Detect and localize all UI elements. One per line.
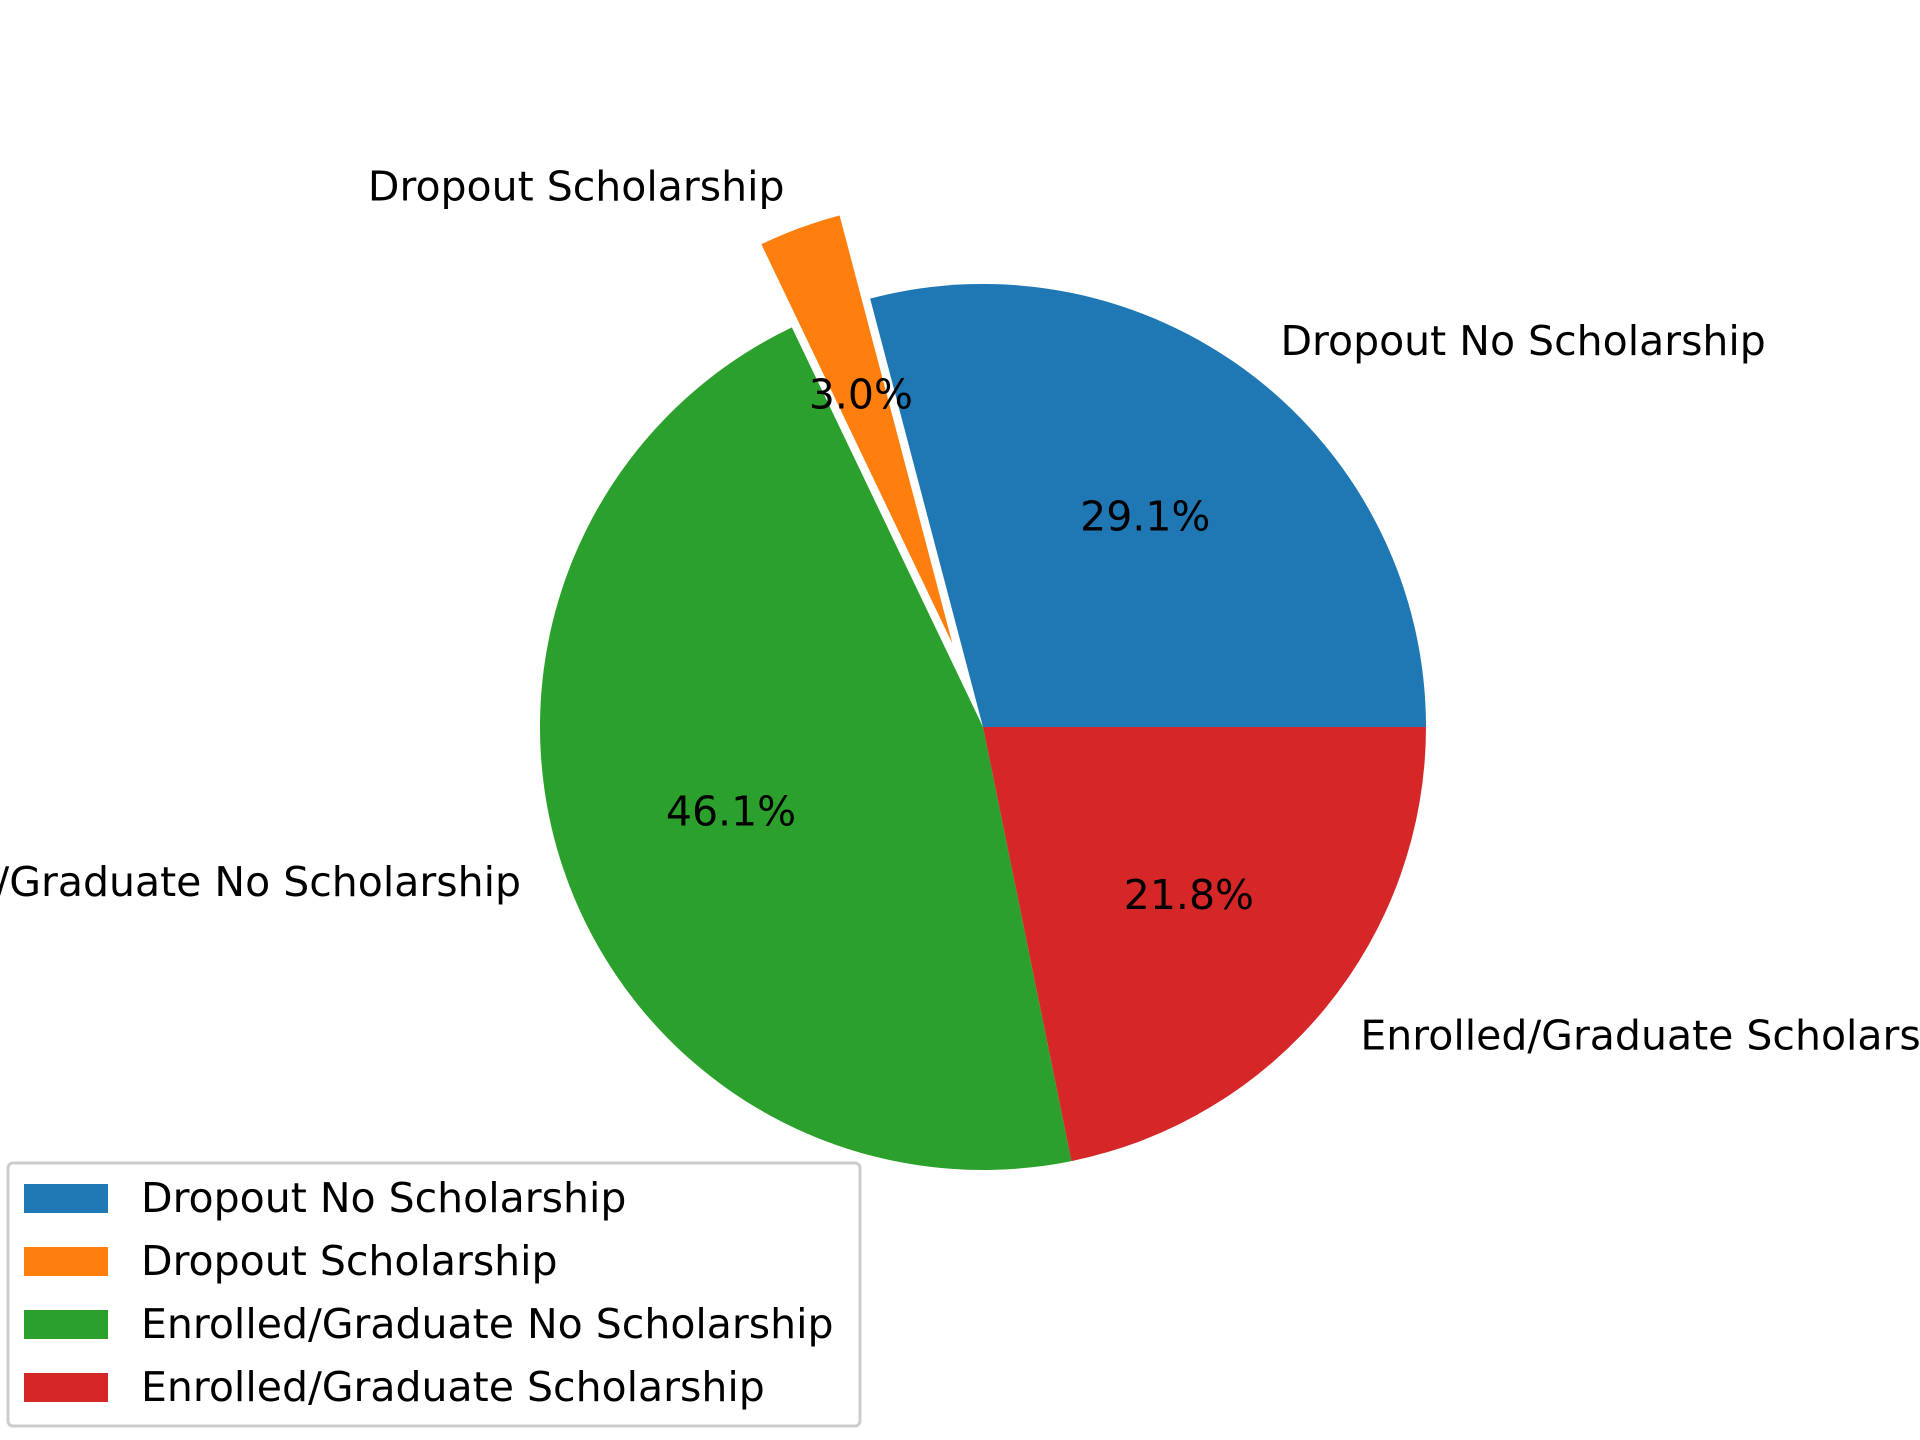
legend-label-dropout-no-scholarship: Dropout No Scholarship [141, 1174, 626, 1222]
pie-slice-enrolled-graduate-scholarship [983, 727, 1426, 1162]
pie-slice-enrolled-graduate-no-scholarship [539, 327, 1072, 1171]
legend-swatch-enrolled-graduate-no-scholarship [24, 1310, 108, 1339]
legend-swatch-dropout-scholarship [24, 1247, 108, 1276]
percent-label-enrolled-graduate-scholarship: 21.8% [1124, 871, 1254, 919]
percent-labels: 29.1% 3.0% 46.1% 21.8% [666, 370, 1254, 919]
pie-slice-dropout-no-scholarship [870, 284, 1426, 727]
slice-label-dropout-no-scholarship: Dropout No Scholarship [1280, 317, 1765, 365]
slice-label-enrolled-graduate-scholarship: Enrolled/Graduate Scholarship [1360, 1011, 1920, 1059]
legend-label-enrolled-graduate-scholarship: Enrolled/Graduate Scholarship [141, 1363, 765, 1411]
legend-label-enrolled-graduate-no-scholarship: Enrolled/Graduate No Scholarship [141, 1300, 834, 1348]
slice-labels: Dropout No Scholarship Dropout Scholarshi… [0, 162, 1920, 1059]
pie-slice-dropout-scholarship [761, 215, 953, 644]
pie-slices [539, 215, 1426, 1171]
legend: Dropout No Scholarship Dropout Scholarshi… [6, 1161, 862, 1428]
percent-label-dropout-no-scholarship: 29.1% [1080, 492, 1210, 540]
percent-label-dropout-scholarship: 3.0% [809, 370, 913, 418]
percent-label-enrolled-graduate-no-scholarship: 46.1% [666, 788, 796, 836]
legend-entries: Dropout No Scholarship Dropout Scholarshi… [24, 1174, 834, 1411]
legend-swatch-dropout-no-scholarship [24, 1184, 108, 1213]
slice-label-enrolled-graduate-no-scholarship: Enrolled/Graduate No Scholarship [0, 858, 521, 906]
legend-label-dropout-scholarship: Dropout Scholarship [141, 1237, 558, 1285]
legend-frame [6, 1161, 862, 1428]
slice-label-dropout-scholarship: Dropout Scholarship [368, 162, 785, 210]
legend-swatch-enrolled-graduate-scholarship [24, 1373, 108, 1402]
